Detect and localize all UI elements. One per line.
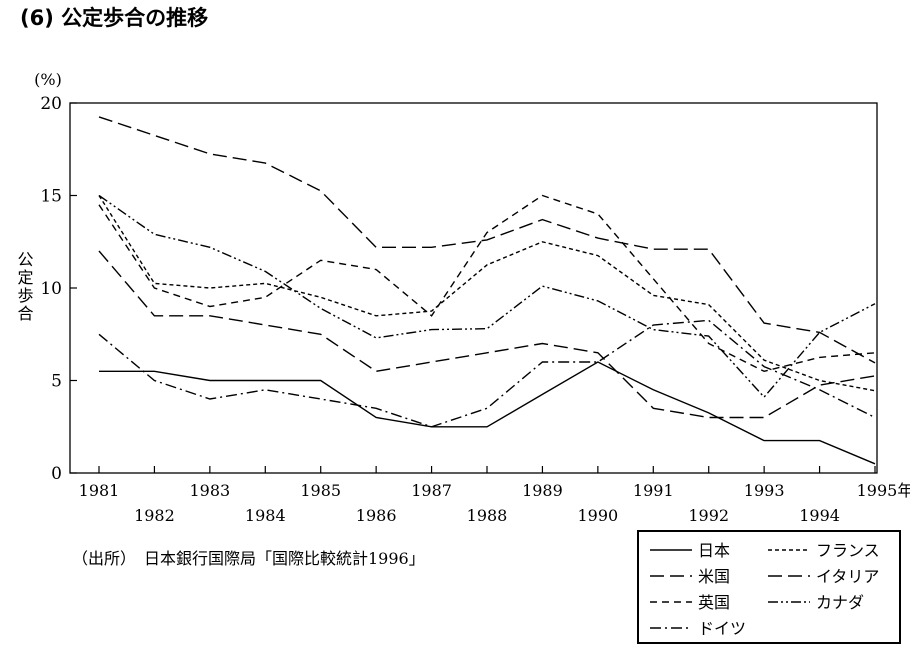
y-tick-label: 20 xyxy=(40,94,62,114)
x-tick-label: 1985 xyxy=(300,481,341,500)
x-tick-label: 1982 xyxy=(134,506,175,525)
x-tick-label: 1992 xyxy=(688,506,729,525)
legend-label: ドイツ xyxy=(698,619,746,638)
series-line-3 xyxy=(98,319,876,428)
x-tick-label: 1995年 xyxy=(857,481,910,500)
legend-label: 英国 xyxy=(698,593,730,612)
y-tick-label: 0 xyxy=(51,464,62,484)
x-tick-label: 1986 xyxy=(356,506,397,525)
y-axis-label: 公定歩合 xyxy=(15,251,34,323)
y-tick-label: 5 xyxy=(51,372,62,392)
legend xyxy=(637,530,901,644)
y-tick-label: 15 xyxy=(40,187,62,207)
x-tick-label: 1988 xyxy=(467,506,508,525)
series-line-6 xyxy=(98,194,876,399)
y-unit-label: (%) xyxy=(34,70,62,89)
x-tick-label: 1989 xyxy=(522,481,563,500)
x-tick-label: 1981 xyxy=(79,481,120,500)
legend-label: カナダ xyxy=(816,593,864,612)
legend-label: 日本 xyxy=(698,541,730,560)
y-tick-label: 10 xyxy=(40,279,62,299)
x-tick-label: 1987 xyxy=(411,481,452,500)
legend-label: フランス xyxy=(816,541,880,560)
series-line-5 xyxy=(98,116,876,364)
x-tick-label: 1984 xyxy=(245,506,286,525)
series-line-1 xyxy=(98,250,876,419)
legend-label: 米国 xyxy=(698,567,730,586)
series-line-2 xyxy=(98,194,876,373)
page-title: (6) 公定歩合の推移 xyxy=(20,6,209,30)
legend-label: イタリア xyxy=(816,567,879,586)
series-line-0 xyxy=(99,361,876,465)
x-tick-label: 1983 xyxy=(189,481,230,500)
x-tick-label: 1991 xyxy=(633,481,674,500)
source-note: （出所） 日本銀行国際局「国際比較統計1996」 xyxy=(72,549,425,568)
x-tick-label: 1990 xyxy=(577,506,618,525)
x-tick-label: 1993 xyxy=(744,481,785,500)
x-tick-label: 1994 xyxy=(799,506,840,525)
series-line-4 xyxy=(98,195,876,392)
